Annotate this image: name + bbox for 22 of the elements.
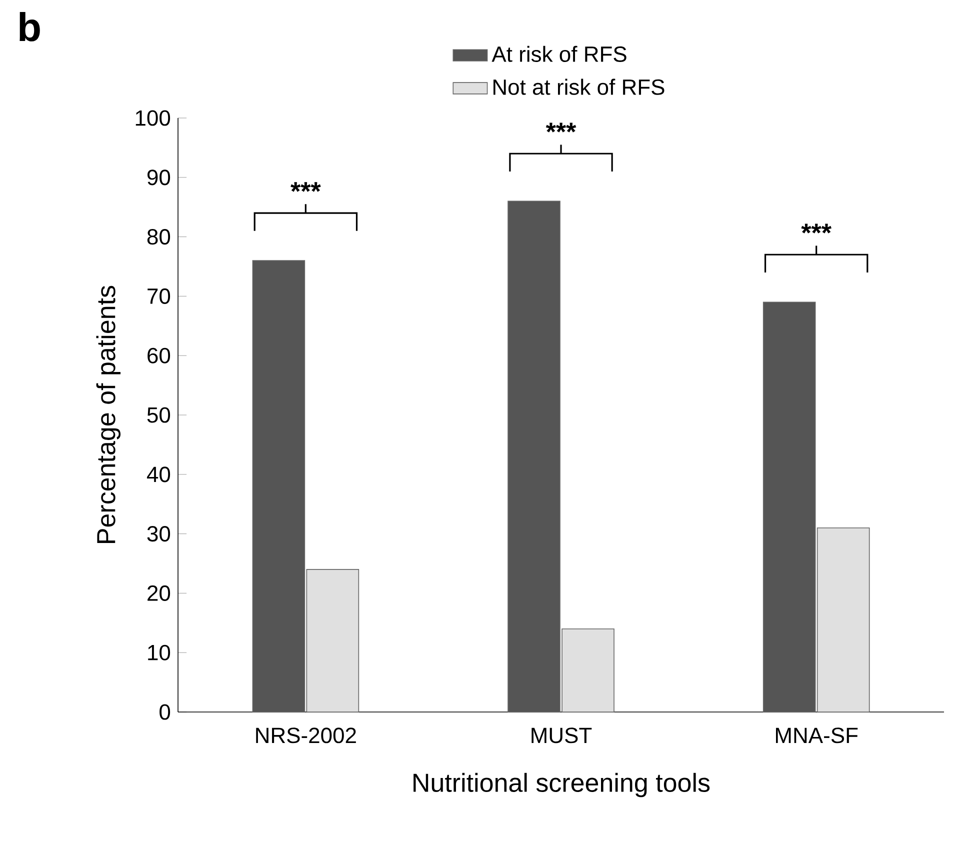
y-tick-label: 70 [148, 288, 170, 304]
annotation: *** [290, 182, 321, 192]
legend-label: At risk of RFS [492, 46, 626, 62]
y-tick-label: 40 [146, 466, 170, 482]
y-tick-label: 80 [147, 229, 170, 245]
x-tick-label: MUST [532, 728, 592, 744]
y-tick-label: 90 [148, 170, 170, 186]
y-tick-label: 60 [148, 348, 170, 364]
y-axis-title: Percentage of patients [96, 286, 121, 543]
annotation: *** [801, 224, 832, 234]
text: b [20, 12, 40, 42]
y-tick-label: 0 [160, 704, 170, 720]
y-tick-label: 100 [136, 110, 170, 126]
x-axis-title: Nutritional screening tools [414, 772, 710, 798]
legend-label: Not at risk of RFS [494, 78, 664, 95]
y-tick-label: 20 [148, 585, 170, 601]
x-tick-label: MNA-SF [776, 728, 858, 744]
y-tick-label: 50 [147, 407, 170, 423]
y-tick-label: 10 [148, 644, 170, 660]
x-tick-label: NRS-2002 [256, 728, 356, 744]
annotation: *** [546, 122, 576, 132]
y-tick-label: 30 [147, 526, 170, 542]
